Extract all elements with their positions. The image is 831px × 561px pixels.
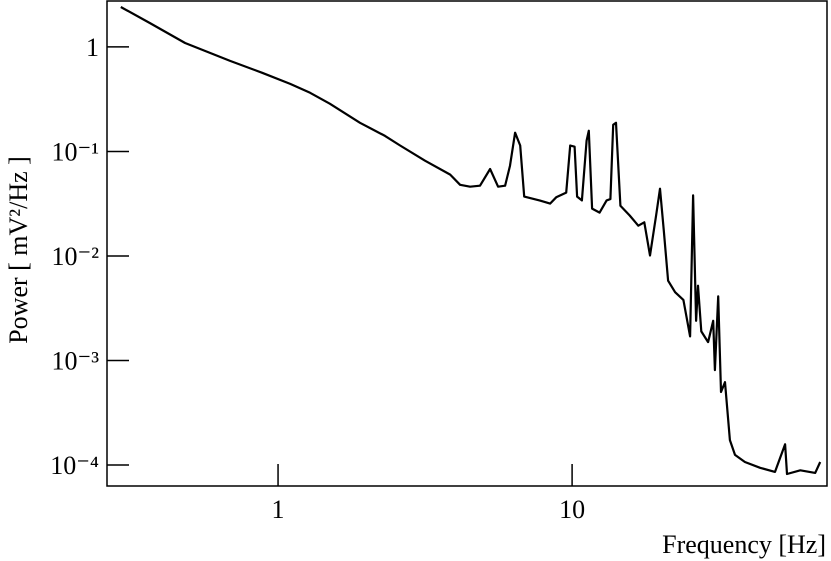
y-tick-label: 1 <box>86 33 99 62</box>
plot-frame <box>106 0 828 487</box>
y-axis-label: Power [ mV²/Hz ] <box>4 156 33 344</box>
y-tick-label: 10⁻³ <box>51 346 99 375</box>
y-tick-label: 10⁻⁴ <box>50 451 99 480</box>
y-tick-label: 10⁻¹ <box>51 137 99 166</box>
x-tick-label: 1 <box>272 495 285 524</box>
x-tick-label: 10 <box>559 495 585 524</box>
x-axis-label: Frequency [Hz] <box>662 530 826 559</box>
data-line <box>120 6 822 476</box>
y-tick-label: 10⁻² <box>51 242 99 271</box>
